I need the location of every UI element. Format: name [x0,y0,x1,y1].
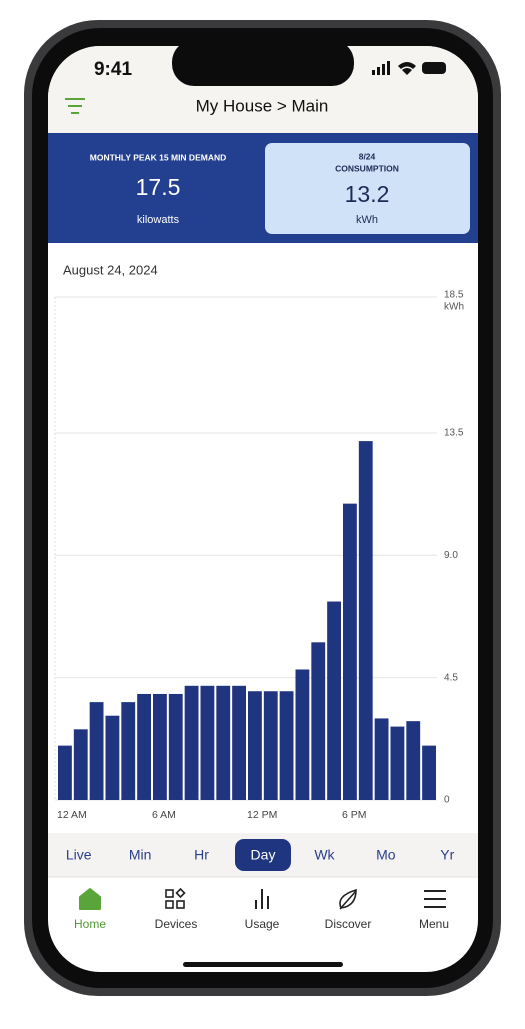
card-date: 8/24 [359,151,376,161]
notch [172,40,354,86]
bar [263,691,278,800]
range-tab[interactable]: Min [129,847,152,863]
bar [153,693,167,800]
bar [121,702,136,800]
range-tab[interactable]: Day [251,847,276,863]
status-time: 9:41 [94,59,132,80]
range-tab[interactable]: Wk [314,847,335,863]
bar [89,702,104,800]
status-icons [372,61,446,75]
consumption-card[interactable] [265,143,470,234]
top-bar [48,46,478,133]
x-tick-label: 12 PM [247,809,277,821]
bar [137,693,151,800]
nav-icons [79,887,446,910]
bar [406,721,421,800]
x-tick-label: 6 PM [342,809,367,821]
y-tick-label: 4.5 [444,672,458,683]
bar [343,503,357,800]
bar [358,441,373,800]
x-tick-label: 6 AM [152,809,176,821]
bar [279,691,294,800]
y-tick-label: 18.5 [444,290,464,301]
bar [422,745,436,800]
bar [327,601,341,800]
nav-item[interactable]: Menu [419,917,449,931]
nav-item[interactable]: Home [74,917,106,931]
nav-item[interactable]: Devices [155,917,198,931]
card-label: CONSUMPTION [335,163,399,173]
bar [232,685,246,800]
bar [73,729,88,800]
bar [216,685,231,800]
range-tab[interactable]: Hr [194,847,209,863]
card-value: 13.2 [345,181,390,207]
nav-item[interactable]: Usage [245,917,280,931]
bar [184,685,199,800]
bar [311,642,326,800]
range-tab[interactable]: Mo [376,847,396,863]
nav-item[interactable]: Discover [325,917,372,931]
bar [58,745,72,800]
home-indicator [183,962,343,967]
header-title: My House > Main [196,96,329,115]
bar [200,685,215,800]
range-tab[interactable]: Yr [440,847,454,863]
card-value: 17.5 [136,174,181,200]
y-tick-label: 9.0 [444,550,458,561]
bar [105,715,120,800]
bar [390,726,405,800]
card-unit: kWh [356,214,378,226]
card-unit: kilowatts [137,214,180,226]
y-tick-label: 13.5 [444,428,464,439]
bar [168,693,183,800]
bar [248,691,262,800]
chart-title: August 24, 2024 [63,262,158,277]
bar [295,669,310,800]
range-tab-selected[interactable] [235,839,291,871]
y-unit: kWh [444,302,464,313]
bar [374,718,389,800]
y-tick-label: 0 [444,795,450,806]
range-tab[interactable]: Live [66,847,92,863]
card-label: MONTHLY PEAK 15 MIN DEMAND [90,152,227,162]
x-tick-label: 12 AM [57,809,87,821]
filter-button[interactable] [65,98,85,114]
